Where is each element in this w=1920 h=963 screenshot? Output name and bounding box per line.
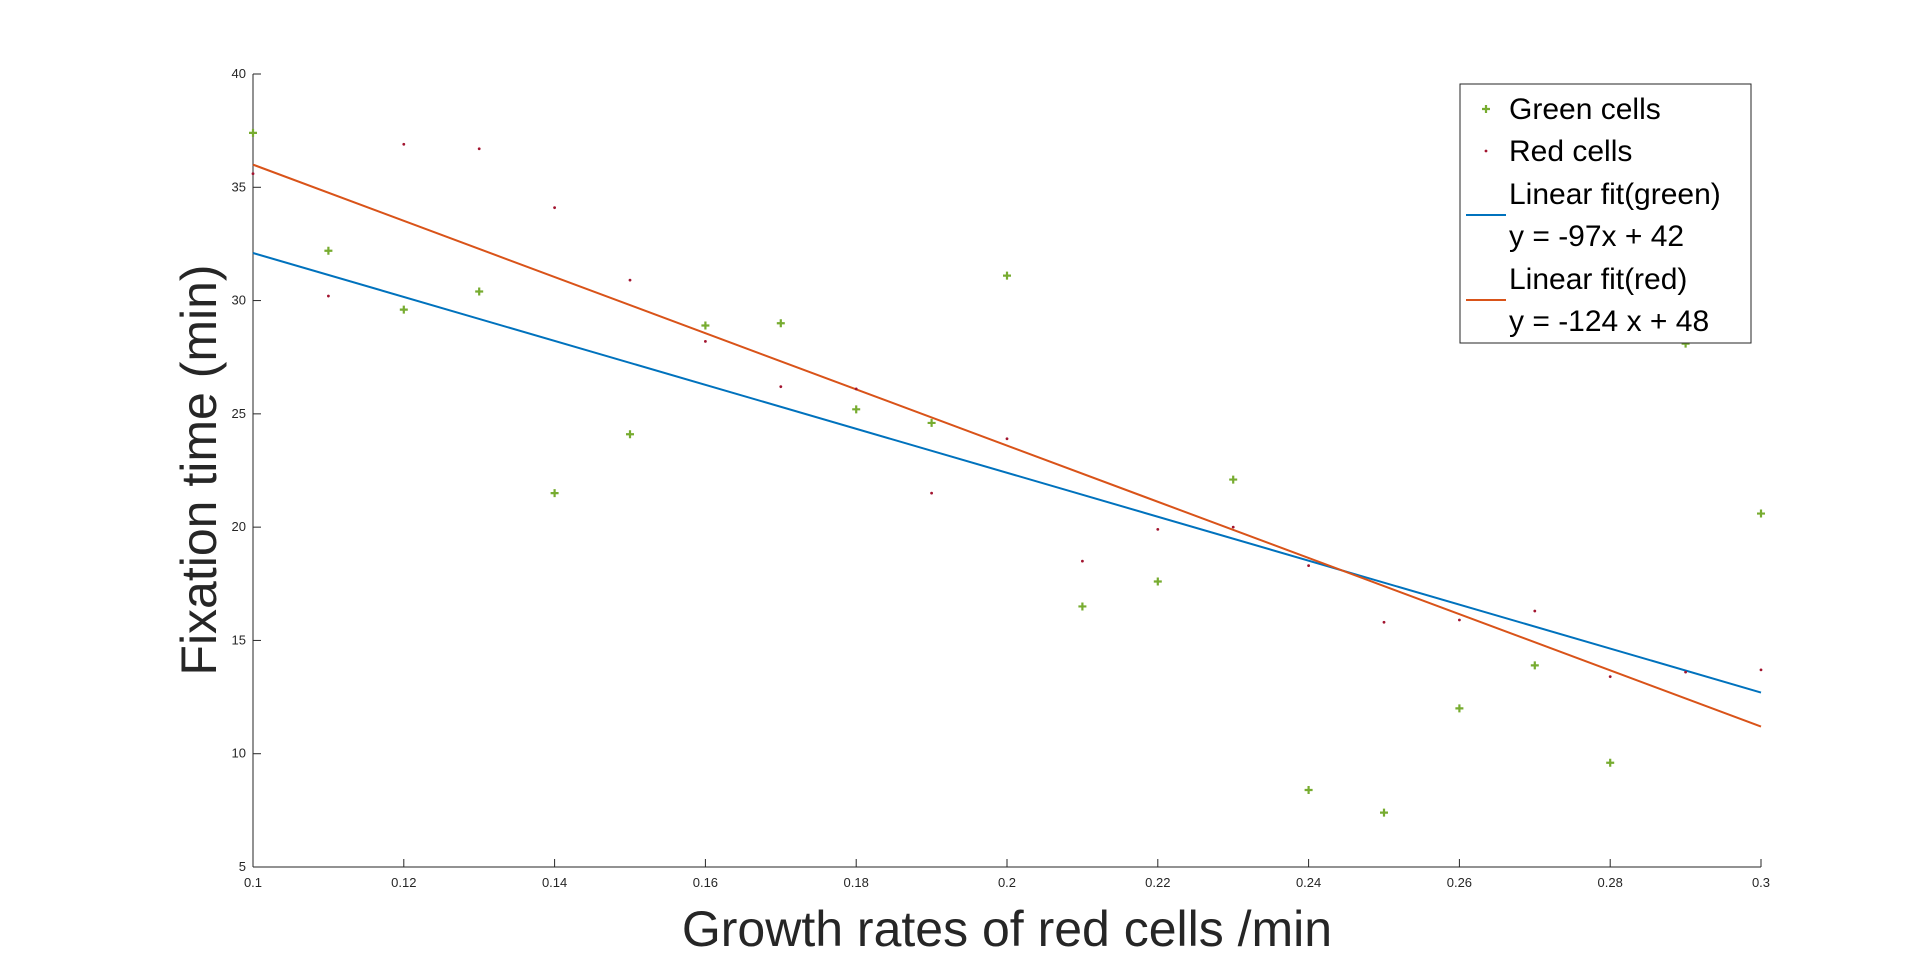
x-tick-label: 0.28 bbox=[1598, 875, 1623, 890]
red-cell-point bbox=[1382, 620, 1386, 624]
legend-marker-green bbox=[1482, 105, 1490, 113]
y-tick-label: 35 bbox=[232, 179, 246, 194]
red-cell-point bbox=[327, 294, 330, 298]
red-cell-point bbox=[628, 278, 632, 282]
red-cell-point bbox=[402, 142, 406, 146]
x-tick-label: 0.2 bbox=[998, 875, 1016, 890]
red-cell-point bbox=[779, 385, 783, 389]
x-tick-label: 0.24 bbox=[1296, 875, 1321, 890]
green-cell-point bbox=[1078, 602, 1087, 611]
green-cell-point bbox=[776, 319, 785, 328]
green-cell-point bbox=[1229, 475, 1238, 484]
fit-line bbox=[252, 163, 1762, 728]
red-cell-point bbox=[854, 387, 858, 391]
x-axis-title: Growth rates of red cells /min bbox=[682, 901, 1332, 957]
legend-equation: y = -124 x + 48 bbox=[1509, 305, 1709, 338]
green-cell-point bbox=[1757, 509, 1765, 518]
x-tick-label: 0.12 bbox=[391, 875, 416, 890]
y-tick-label: 25 bbox=[232, 406, 246, 421]
green-cell-point bbox=[852, 405, 861, 414]
y-tick-label: 40 bbox=[232, 66, 246, 81]
green-cell-point bbox=[249, 128, 257, 137]
green-cell-point bbox=[1455, 704, 1464, 713]
red-cell-point bbox=[1231, 525, 1235, 529]
green-cell-point bbox=[1530, 661, 1539, 670]
green-cell-point bbox=[475, 287, 484, 296]
red-cell-point bbox=[553, 206, 556, 210]
green-cell-point bbox=[701, 321, 710, 330]
red-cell-point bbox=[477, 147, 481, 151]
green-cell-point bbox=[324, 246, 333, 255]
green-cell-point bbox=[927, 418, 936, 427]
x-tick-label: 0.22 bbox=[1145, 875, 1170, 890]
red-cell-point bbox=[930, 491, 933, 495]
legend-label: Linear fit(red) bbox=[1509, 263, 1687, 296]
y-axis-title: Fixation time (min) bbox=[171, 264, 227, 675]
marks bbox=[249, 128, 1765, 817]
red-cell-point bbox=[1684, 670, 1687, 674]
red-cell-point bbox=[1759, 668, 1763, 672]
legend-marker-red bbox=[1484, 149, 1488, 153]
y-tick-label: 20 bbox=[232, 519, 246, 534]
y-tick-label: 30 bbox=[232, 293, 246, 308]
green-cell-point bbox=[399, 305, 408, 314]
red-cell-point bbox=[1608, 675, 1612, 679]
legend-label: Red cells bbox=[1509, 135, 1632, 168]
red-cell-point bbox=[1156, 528, 1160, 531]
legend-box bbox=[1459, 83, 1752, 344]
legend-equation: y = -97x + 42 bbox=[1509, 220, 1684, 253]
x-tick-label: 0.14 bbox=[542, 875, 567, 890]
red-cell-point bbox=[251, 172, 255, 176]
red-cell-point bbox=[1081, 559, 1084, 563]
green-cell-point bbox=[550, 489, 559, 498]
red-cell-point bbox=[1307, 564, 1310, 568]
x-tick-label: 0.26 bbox=[1447, 875, 1472, 890]
axes: 0.1 0.12 0.14 0.16 0.18 0.2 0.22 0.24 0.26 0.28 0.… bbox=[232, 66, 1771, 890]
legend: Green cells Red cells Linear fit(green) y =… bbox=[1459, 83, 1752, 344]
x-tick-label: 0.18 bbox=[844, 875, 869, 890]
y-tick-label: 15 bbox=[232, 632, 246, 647]
fit-line bbox=[252, 252, 1762, 694]
green-cell-point bbox=[1003, 271, 1011, 280]
green-cell-point bbox=[1153, 577, 1162, 586]
green-cell-point bbox=[1380, 808, 1388, 817]
x-tick-label: 0.3 bbox=[1752, 875, 1770, 890]
x-tick-label: 0.1 bbox=[244, 875, 262, 890]
red-cell-point bbox=[704, 339, 707, 343]
green-cell-point bbox=[1304, 785, 1313, 794]
red-cell-point bbox=[1533, 609, 1537, 613]
x-tick-label: 0.16 bbox=[693, 875, 718, 890]
y-tick-label: 10 bbox=[232, 746, 246, 761]
green-cell-point bbox=[1606, 758, 1615, 767]
y-tick-label: 5 bbox=[239, 859, 246, 874]
legend-label: Green cells bbox=[1509, 93, 1661, 126]
legend-label: Linear fit(green) bbox=[1509, 178, 1721, 211]
green-cell-point bbox=[626, 430, 634, 439]
red-cell-point bbox=[1458, 618, 1461, 622]
red-cell-point bbox=[1005, 437, 1009, 441]
